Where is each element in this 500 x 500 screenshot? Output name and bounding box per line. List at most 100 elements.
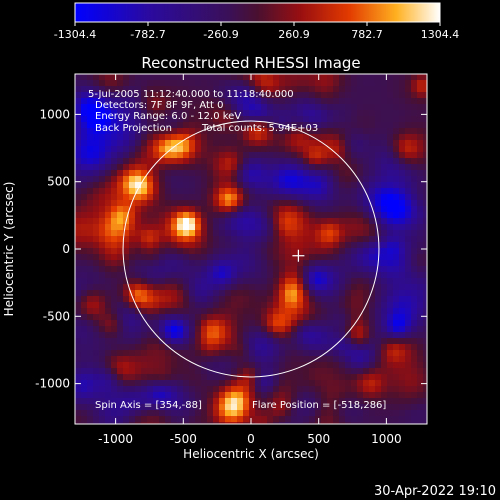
heatmap-cell [75,176,81,182]
heatmap-cell [405,278,411,284]
heatmap-cell [177,104,183,110]
heatmap-cell [285,392,291,398]
heatmap-cell [399,98,405,104]
heatmap-cell [87,266,93,272]
heatmap-cell [141,260,147,266]
heatmap-cell [249,92,255,98]
heatmap-cell [207,266,213,272]
heatmap-cell [369,128,375,134]
heatmap-cell [357,302,363,308]
heatmap-cell [255,320,261,326]
heatmap-cell [321,140,327,146]
heatmap-cell [261,224,267,230]
heatmap-cell [129,122,135,128]
heatmap-cell [81,416,87,422]
heatmap-cell [321,122,327,128]
heatmap-cell [93,224,99,230]
heatmap-cell [387,278,393,284]
heatmap-cell [213,134,219,140]
heatmap-cell [105,80,111,86]
heatmap-cell [423,128,427,134]
heatmap-cell [255,416,261,422]
heatmap-cell [129,206,135,212]
heatmap-cell [111,200,117,206]
heatmap-cell [327,248,333,254]
heatmap-cell [279,392,285,398]
heatmap-cell [417,302,423,308]
heatmap-cell [159,194,165,200]
heatmap-cell [219,86,225,92]
heatmap-cell [321,368,327,374]
heatmap-cell [327,272,333,278]
heatmap-cell [309,140,315,146]
heatmap-cell [135,104,141,110]
heatmap-cell [213,290,219,296]
heatmap-cell [291,200,297,206]
heatmap-cell [165,206,171,212]
heatmap-cell [141,386,147,392]
heatmap-cell [417,260,423,266]
heatmap-cell [159,326,165,332]
heatmap-cell [255,188,261,194]
heatmap-cell [411,200,417,206]
heatmap-cell [249,242,255,248]
heatmap-cell [321,332,327,338]
heatmap-cell [321,320,327,326]
heatmap-cell [411,284,417,290]
heatmap-cell [303,248,309,254]
heatmap-cell [243,140,249,146]
heatmap-cell [417,236,423,242]
heatmap-cell [333,134,339,140]
heatmap-cell [357,206,363,212]
heatmap-cell [285,254,291,260]
heatmap-cell [171,140,177,146]
heatmap-cell [339,86,345,92]
heatmap-cell [405,344,411,350]
heatmap-cell [261,422,267,424]
heatmap-cell [201,326,207,332]
heatmap-cell [255,92,261,98]
heatmap-cell [285,386,291,392]
heatmap-cell [153,158,159,164]
heatmap-cell [177,362,183,368]
heatmap-cell [249,266,255,272]
heatmap-cell [141,284,147,290]
heatmap-cell [375,290,381,296]
heatmap-cell [105,362,111,368]
heatmap-cell [81,356,87,362]
heatmap-cell [381,326,387,332]
heatmap-cell [327,260,333,266]
heatmap-cell [291,290,297,296]
heatmap-cell [261,254,267,260]
heatmap-cell [417,230,423,236]
heatmap-cell [231,194,237,200]
heatmap-cell [243,308,249,314]
heatmap-cell [231,236,237,242]
heatmap-cell [381,230,387,236]
heatmap-cell [303,104,309,110]
heatmap-cell [351,260,357,266]
heatmap-cell [213,278,219,284]
heatmap-cell [195,302,201,308]
heatmap-cell [417,206,423,212]
heatmap-cell [117,86,123,92]
heatmap-cell [189,98,195,104]
heatmap-cell [207,170,213,176]
heatmap-cell [201,116,207,122]
heatmap-cell [207,122,213,128]
heatmap-cell [159,320,165,326]
heatmap-cell [123,194,129,200]
heatmap-cell [141,308,147,314]
heatmap-cell [267,344,273,350]
heatmap-cell [171,104,177,110]
heatmap-cell [177,224,183,230]
heatmap-cell [309,224,315,230]
heatmap-cell [87,326,93,332]
heatmap-cell [225,128,231,134]
heatmap-cell [87,386,93,392]
heatmap-cell [123,338,129,344]
heatmap-cell [357,386,363,392]
heatmap-cell [339,386,345,392]
heatmap-cell [87,206,93,212]
heatmap-cell [93,326,99,332]
